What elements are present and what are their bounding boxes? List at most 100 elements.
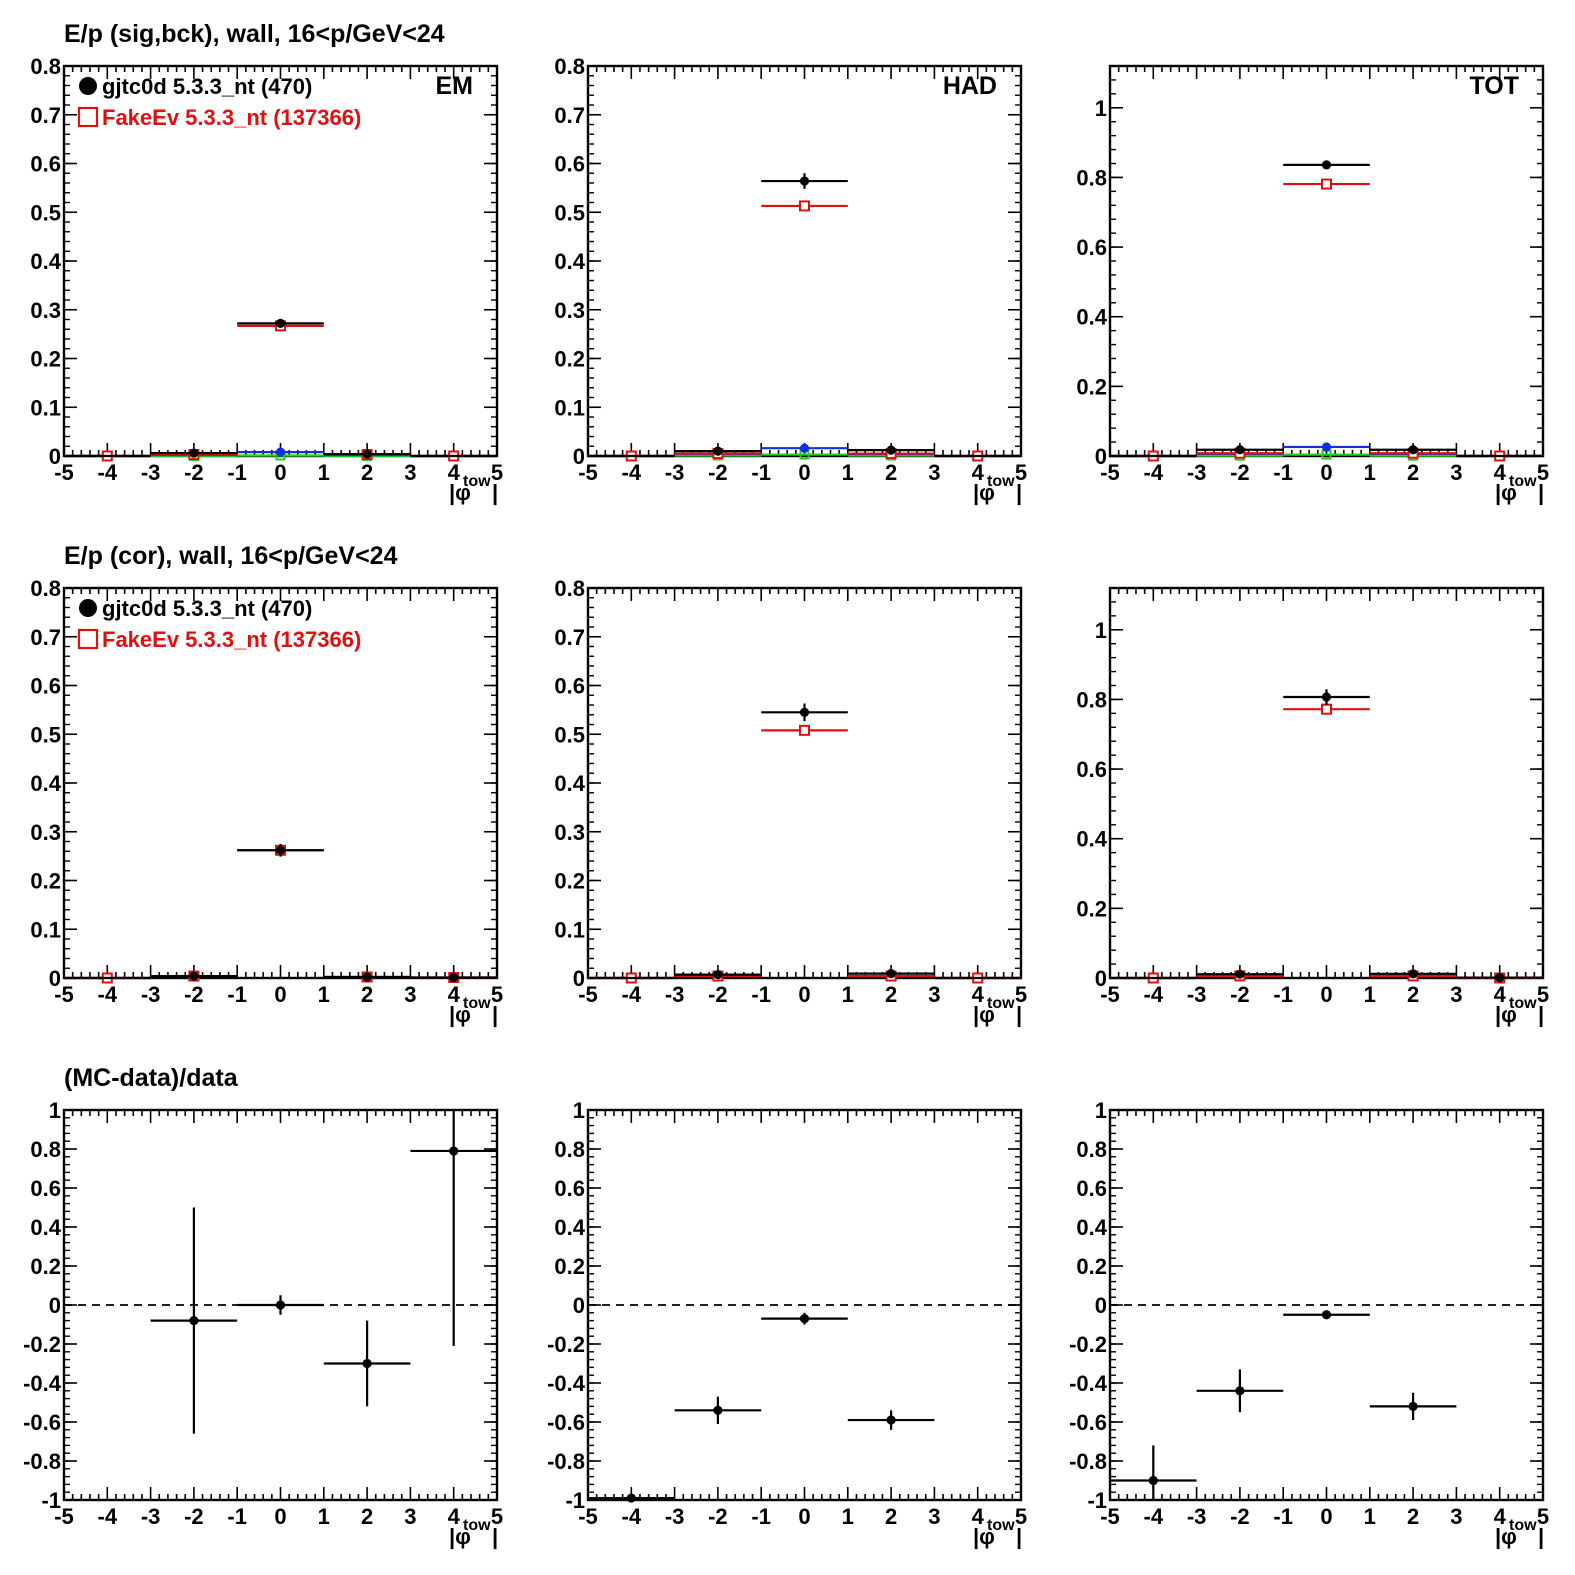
y-tick-label: 0.6 <box>554 674 585 699</box>
x-tick-label: 1 <box>842 460 854 485</box>
data-marker <box>362 449 372 459</box>
y-tick-label: 1 <box>1095 618 1107 643</box>
y-tick-label: 0.6 <box>30 674 61 699</box>
x-axis-label: |φ <box>1495 1524 1517 1549</box>
y-tick-label: 0.3 <box>30 298 61 323</box>
y-tick-label: 0.4 <box>30 1215 61 1240</box>
y-tick-label: 0 <box>573 966 585 991</box>
y-tick-label: 0.2 <box>30 869 61 894</box>
y-tick-label: 0.3 <box>554 820 585 845</box>
y-tick-label: 0.5 <box>30 722 61 747</box>
plot-frame <box>1108 586 1545 980</box>
mc-marker <box>799 200 810 212</box>
y-tick-label: -0.4 <box>1069 1371 1108 1396</box>
ratio-marker <box>449 1146 459 1156</box>
panel-2-2: -5 -4 -3 -2 -1 0 1 2 3 4 5 -1 -0.8 -0.6 -0.4 -0.2 0 0.2 0.… <box>1069 1098 1549 1549</box>
ratio-marker <box>275 1300 286 1310</box>
panel-corner-label: HAD <box>943 72 997 100</box>
x-tick-label: 1 <box>1364 1504 1376 1529</box>
x-tick-label: -2 <box>708 982 728 1007</box>
data-marker <box>886 969 896 979</box>
x-tick-label: -2 <box>184 460 204 485</box>
x-axis-label: |φ <box>449 1002 471 1027</box>
y-tick-label: -0.4 <box>23 1371 62 1396</box>
x-tick-label: -1 <box>227 1504 247 1529</box>
panel-2-1: -5 -4 -3 -2 -1 0 1 2 3 4 5 -1 -0.8 -0.6 -0.4 -0.2 0 0.2 0.… <box>547 1098 1027 1549</box>
x-tick-label: -2 <box>708 460 728 485</box>
x-tick-label: -1 <box>751 1504 771 1529</box>
data-marker <box>1321 692 1332 702</box>
y-tick-label: -0.2 <box>1069 1332 1107 1357</box>
panel-2-0: -5 -4 -3 -2 -1 0 1 2 3 4 5 -1 -0.8 -0.6 -0.4 -0.2 0 0.2 0.… <box>23 1098 503 1549</box>
y-tick-label: -0.6 <box>1069 1410 1107 1435</box>
ratio-marker <box>713 1405 723 1415</box>
x-axis-label: |φ <box>1495 480 1517 505</box>
legend-marker-mc <box>77 106 99 128</box>
legend-label: gjtc0d 5.3.3_nt (470) <box>102 74 312 99</box>
panel-1-1: -5 -4 -3 -2 -1 0 1 2 3 4 5 0 0.1 0.2 0.3 0.4 0.5 0.6 0.7 0.… <box>554 576 1027 1027</box>
x-tick-label: -5 <box>1100 1504 1120 1529</box>
y-tick-label: 0.4 <box>1076 305 1107 330</box>
x-tick-label: -4 <box>98 982 118 1007</box>
y-tick-label: -1 <box>41 1488 61 1513</box>
data-marker <box>1408 969 1418 979</box>
x-axis-label-close: | <box>1016 480 1022 505</box>
data-marker <box>713 969 723 980</box>
x-tick-label: 5 <box>1537 1504 1549 1529</box>
panel-1-0: -5 -4 -3 -2 -1 0 1 2 3 4 5 0 0.1 0.2 0.3 0.4 0.5 0.6 0.7 0.… <box>30 576 503 1027</box>
y-tick-label: 0.8 <box>1076 1137 1107 1162</box>
panel-0-1: -5 -4 -3 -2 -1 0 1 2 3 4 5 0 0.1 0.2 0.3 0.4 0.5 0.6 0.7 0.… <box>554 54 1027 505</box>
y-tick-label: 0.1 <box>30 917 61 942</box>
x-axis-label-sub: tow <box>987 1517 1015 1534</box>
x-tick-label: 2 <box>1407 1504 1419 1529</box>
data-marker <box>275 318 286 328</box>
y-tick-label: 0.2 <box>1076 1254 1107 1279</box>
y-tick-label: 0.4 <box>30 771 61 796</box>
y-tick-label: 0.5 <box>554 722 585 747</box>
x-tick-label: 3 <box>404 982 416 1007</box>
x-tick-label: 1 <box>318 460 330 485</box>
x-tick-label: 4 <box>448 460 461 485</box>
y-tick-label: -0.6 <box>23 1410 61 1435</box>
ratio-marker <box>626 1493 636 1503</box>
x-tick-label: 5 <box>1537 460 1549 485</box>
x-tick-label: 0 <box>274 982 286 1007</box>
x-axis-label-close: | <box>492 480 498 505</box>
x-tick-label: 3 <box>928 1504 940 1529</box>
x-tick-label: 4 <box>972 1504 985 1529</box>
y-tick-label: 0.2 <box>1076 374 1107 399</box>
mc-marker <box>1321 178 1332 190</box>
x-tick-label: 5 <box>1015 460 1027 485</box>
plot-frame <box>1108 64 1545 458</box>
x-tick-label: 5 <box>491 460 503 485</box>
x-tick-label: 3 <box>1450 1504 1462 1529</box>
x-tick-label: 3 <box>1450 460 1462 485</box>
legend-label: gjtc0d 5.3.3_nt (470) <box>102 596 312 621</box>
x-tick-label: -2 <box>1230 460 1250 485</box>
x-tick-label: 0 <box>798 460 810 485</box>
y-tick-label: 0.2 <box>554 869 585 894</box>
y-tick-label: 0 <box>1095 966 1107 991</box>
x-tick-label: -3 <box>1187 460 1207 485</box>
x-axis-label: |φ <box>1495 1002 1517 1027</box>
y-tick-label: 1 <box>573 1098 585 1123</box>
x-tick-label: 0 <box>1320 460 1332 485</box>
y-tick-label: 0.7 <box>30 103 61 128</box>
x-tick-label: 1 <box>318 1504 330 1529</box>
y-tick-label: 0.6 <box>30 152 61 177</box>
x-tick-label: 4 <box>448 1504 461 1529</box>
x-tick-label: 2 <box>885 460 897 485</box>
x-tick-label: -3 <box>665 460 685 485</box>
x-tick-label: 2 <box>361 1504 373 1529</box>
x-tick-label: 4 <box>1494 1504 1507 1529</box>
y-tick-label: 0 <box>1095 444 1107 469</box>
y-tick-label: 0.4 <box>554 1215 585 1240</box>
x-tick-label: 5 <box>1015 1504 1027 1529</box>
row-title-0: E/p (sig,bck), wall, 16<p/GeV<24 <box>64 20 445 48</box>
x-tick-label: 3 <box>928 982 940 1007</box>
x-tick-label: -4 <box>622 1504 642 1529</box>
y-tick-label: 0.6 <box>30 1176 61 1201</box>
x-axis-label-sub: tow <box>1509 995 1537 1012</box>
x-tick-label: -5 <box>578 460 598 485</box>
x-tick-label: 1 <box>842 1504 854 1529</box>
